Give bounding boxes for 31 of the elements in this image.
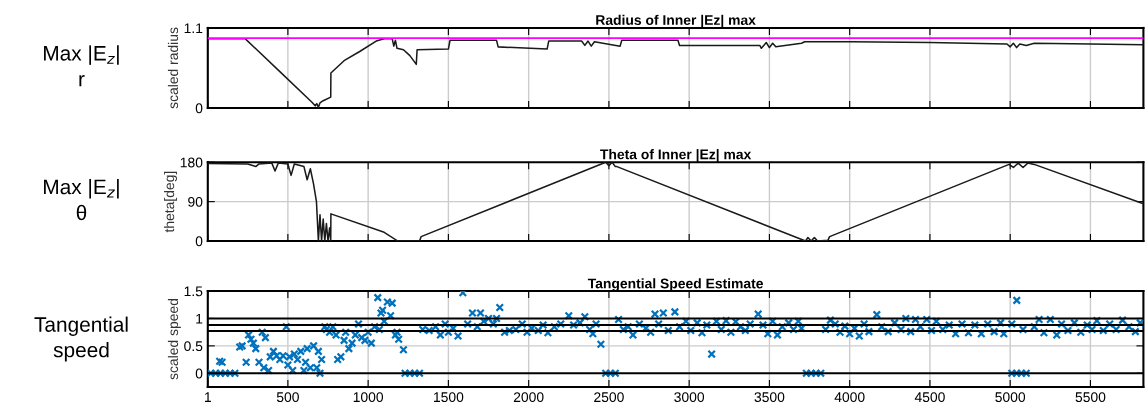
x-tick-label: 1 <box>204 392 211 402</box>
y-axis-title: scaled radius <box>167 27 179 109</box>
x-tick-label: 5000 <box>995 392 1026 403</box>
text: Max |E$_{z}$| r <box>44 45 119 87</box>
y-tick-label: 1.1 <box>184 23 203 33</box>
x-tick-label: 4500 <box>914 392 945 403</box>
x-tick-label: 4000 <box>834 392 865 403</box>
y-tick-label: 0 <box>195 368 203 379</box>
y-tick-label: 0.5 <box>184 341 203 352</box>
y-tick-label: 1 <box>196 313 203 324</box>
y-tick-label: 0 <box>195 236 203 247</box>
chart-title: Theta of Inner |Ez| max <box>600 149 752 163</box>
line-series <box>207 162 1144 242</box>
y-tick-label: 1.5 <box>184 286 203 297</box>
x-tick-label: 2000 <box>513 392 544 403</box>
x-tick-label: 1000 <box>353 392 384 403</box>
x-tick-label: 3000 <box>674 392 705 403</box>
text: Tangential speed <box>34 316 128 362</box>
x-tick-label: 2500 <box>594 392 624 403</box>
y-tick-label: 0 <box>195 103 203 114</box>
chart-title: Tangential Speed Estimate <box>587 278 763 292</box>
x-tick-label: 3500 <box>754 392 785 403</box>
x-tick-label: 5500 <box>1075 392 1106 403</box>
chart-title: Radius of Inner |Ez| max <box>596 14 756 28</box>
y-tick-label: 90 <box>188 196 203 207</box>
y-axis-title: theta[deg] <box>164 171 177 233</box>
x-tick-label: 500 <box>276 392 299 403</box>
y-tick-label: 180 <box>180 157 203 168</box>
y-axis-title: scaled speed <box>167 298 181 380</box>
x-tick-label: 1500 <box>434 392 464 403</box>
text: Max |E$_{z}$| θ <box>44 178 119 221</box>
